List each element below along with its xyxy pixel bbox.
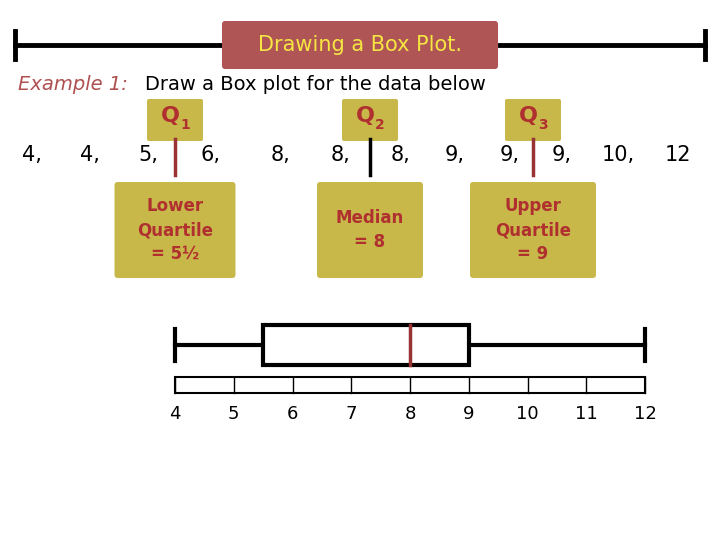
Text: Median
= 8: Median = 8 <box>336 209 404 251</box>
Text: 12: 12 <box>634 405 657 423</box>
FancyBboxPatch shape <box>222 21 498 69</box>
Text: 6,: 6, <box>200 145 220 165</box>
Text: 1: 1 <box>180 118 190 132</box>
Text: Q: Q <box>161 106 179 126</box>
Text: 8: 8 <box>405 405 415 423</box>
Text: 8,: 8, <box>330 145 350 165</box>
Text: 9,: 9, <box>552 145 572 165</box>
FancyBboxPatch shape <box>317 182 423 278</box>
Text: Drawing a Box Plot.: Drawing a Box Plot. <box>258 35 462 55</box>
Text: 9,: 9, <box>500 145 520 165</box>
Text: Q: Q <box>518 106 538 126</box>
Text: 8,: 8, <box>390 145 410 165</box>
FancyBboxPatch shape <box>470 182 596 278</box>
Text: 4: 4 <box>169 405 181 423</box>
Text: Q: Q <box>356 106 374 126</box>
Bar <box>263 325 469 365</box>
FancyBboxPatch shape <box>342 99 398 141</box>
Text: 5: 5 <box>228 405 240 423</box>
Text: 4,: 4, <box>80 145 100 165</box>
Text: 11: 11 <box>575 405 598 423</box>
Text: 12: 12 <box>665 145 691 165</box>
Text: 3: 3 <box>538 118 548 132</box>
FancyBboxPatch shape <box>147 99 203 141</box>
Text: 8,: 8, <box>270 145 290 165</box>
Text: Example 1:: Example 1: <box>18 76 128 94</box>
Text: 5,: 5, <box>138 145 158 165</box>
Bar <box>175 377 645 393</box>
FancyBboxPatch shape <box>114 182 235 278</box>
Text: 4,: 4, <box>22 145 42 165</box>
Text: 2: 2 <box>375 118 385 132</box>
Text: Lower
Quartile
= 5½: Lower Quartile = 5½ <box>137 198 213 262</box>
Text: 10: 10 <box>516 405 539 423</box>
FancyBboxPatch shape <box>505 99 561 141</box>
Text: 9,: 9, <box>445 145 465 165</box>
Text: 7: 7 <box>346 405 357 423</box>
Text: 10,: 10, <box>601 145 634 165</box>
Text: 9: 9 <box>463 405 474 423</box>
Text: Upper
Quartile
= 9: Upper Quartile = 9 <box>495 198 571 262</box>
Text: 6: 6 <box>287 405 298 423</box>
Text: Draw a Box plot for the data below: Draw a Box plot for the data below <box>145 76 486 94</box>
